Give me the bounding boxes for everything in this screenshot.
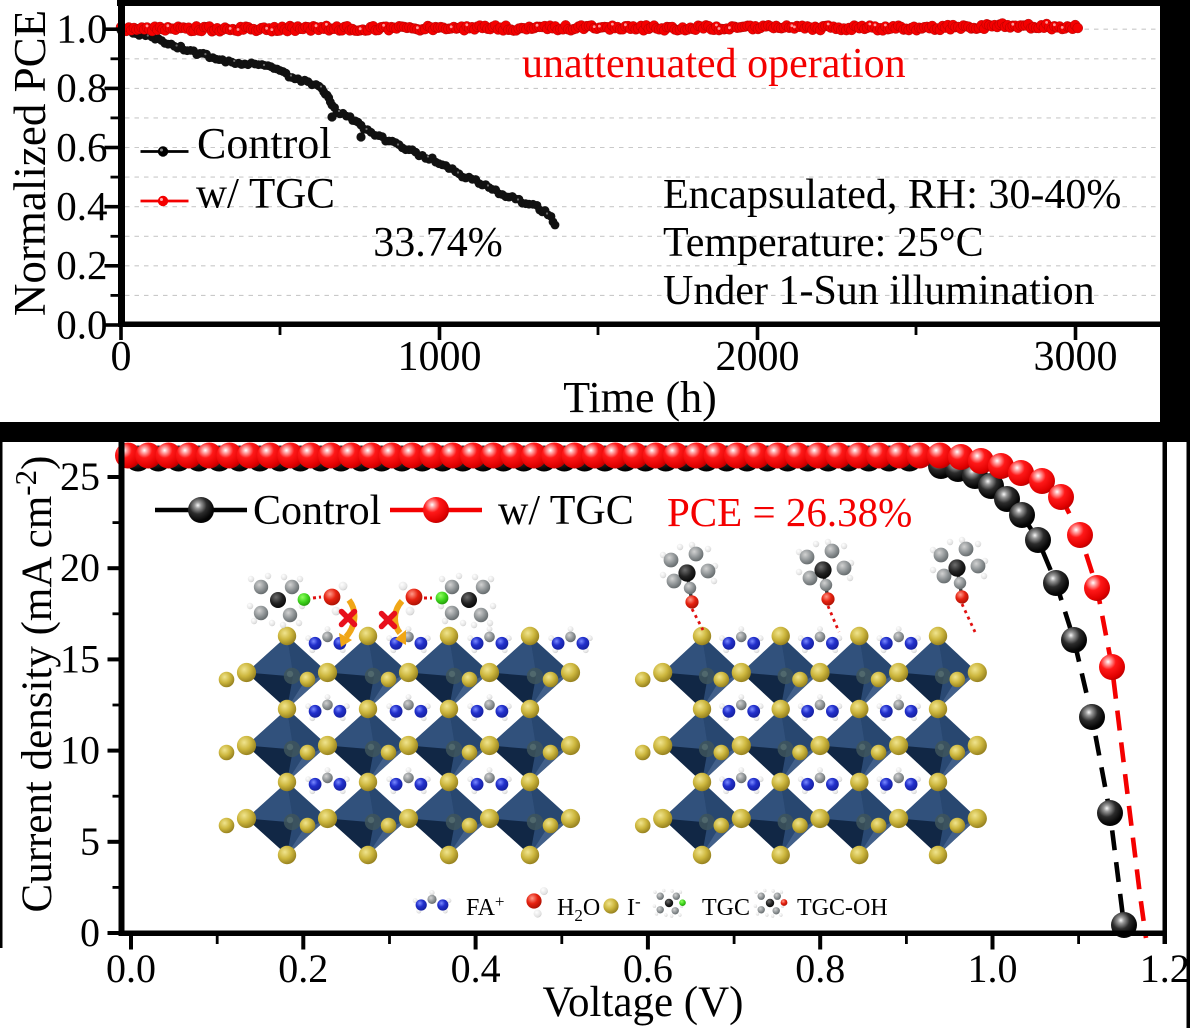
svg-text:5: 5 <box>80 819 100 864</box>
svg-text:w/ TGC: w/ TGC <box>498 488 634 534</box>
svg-text:0.0: 0.0 <box>56 301 107 347</box>
svg-text:Current density (mA cm-2): Current density (mA cm-2) <box>8 456 61 913</box>
svg-text:33.74%: 33.74% <box>373 220 503 266</box>
svg-text:0.4: 0.4 <box>56 183 107 229</box>
svg-text:0.2: 0.2 <box>278 946 328 991</box>
svg-text:1.2: 1.2 <box>1140 946 1190 991</box>
svg-text:25: 25 <box>60 454 100 499</box>
svg-text:Voltage (V): Voltage (V) <box>542 979 743 1026</box>
svg-text:0: 0 <box>80 910 100 955</box>
svg-text:Control: Control <box>253 488 381 534</box>
svg-text:15: 15 <box>60 636 100 681</box>
svg-text:PCE = 26.38%: PCE = 26.38% <box>667 489 912 535</box>
svg-text:Encapsulated, RH: 30-40%: Encapsulated, RH: 30-40% <box>663 172 1121 218</box>
svg-text:Under 1-Sun illumination: Under 1-Sun illumination <box>663 268 1095 314</box>
svg-text:0.2: 0.2 <box>56 242 107 288</box>
svg-text:20: 20 <box>60 545 100 590</box>
svg-text:1000: 1000 <box>398 334 482 380</box>
svg-text:H2O: H2O <box>557 895 600 925</box>
svg-text:w/ TGC: w/ TGC <box>196 171 335 218</box>
svg-text:Normalized PCE: Normalized PCE <box>5 10 55 316</box>
svg-text:0.4: 0.4 <box>451 946 501 991</box>
svg-text:TGC: TGC <box>702 895 750 921</box>
svg-text:0.0: 0.0 <box>106 946 156 991</box>
svg-text:unattenuated operation: unattenuated operation <box>522 41 906 87</box>
svg-text:0.6: 0.6 <box>623 946 673 991</box>
svg-text:3000: 3000 <box>1034 334 1118 380</box>
svg-text:FA+: FA+ <box>466 892 505 921</box>
svg-text:TGC-OH: TGC-OH <box>797 895 888 921</box>
svg-text:0: 0 <box>111 334 132 380</box>
svg-text:10: 10 <box>60 728 100 773</box>
svg-text:I-: I- <box>627 892 641 921</box>
svg-text:Temperature: 25°C: Temperature: 25°C <box>663 220 984 266</box>
svg-text:0.8: 0.8 <box>56 65 107 111</box>
svg-text:1.0: 1.0 <box>968 946 1018 991</box>
svg-text:Control: Control <box>197 119 331 168</box>
svg-text:0.8: 0.8 <box>795 946 845 991</box>
svg-text:2000: 2000 <box>716 334 800 380</box>
svg-text:Time (h): Time (h) <box>563 373 717 422</box>
svg-text:1.0: 1.0 <box>56 5 107 51</box>
svg-text:0.6: 0.6 <box>56 124 107 170</box>
